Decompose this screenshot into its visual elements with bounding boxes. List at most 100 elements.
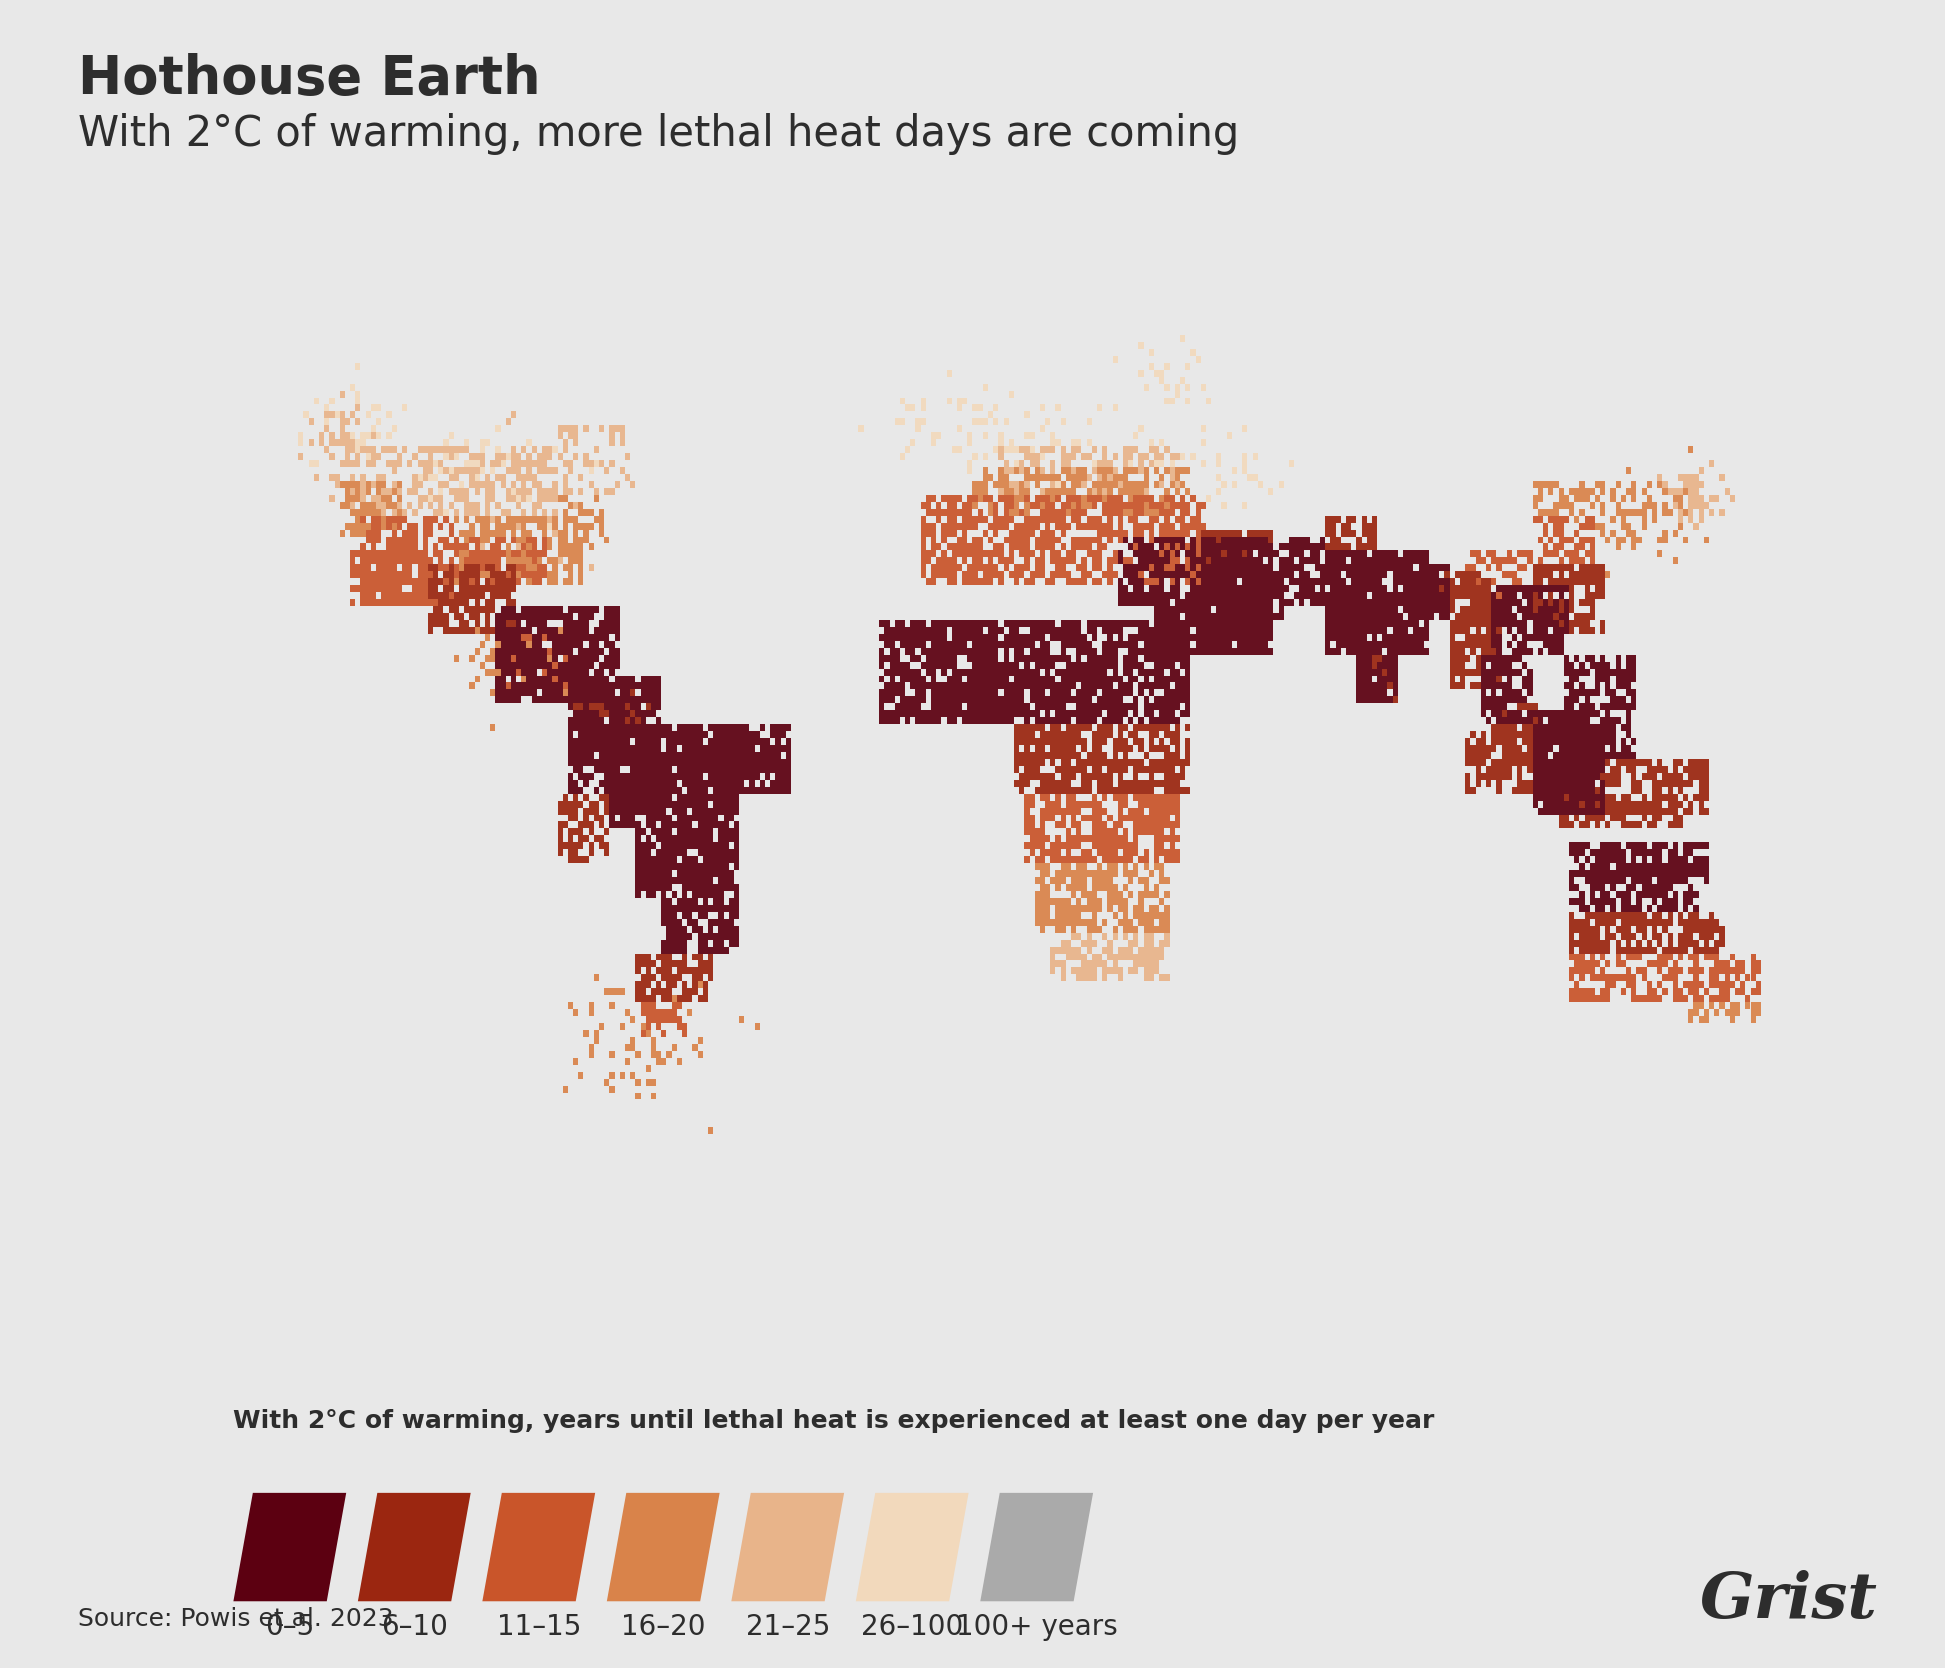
Bar [1212, 537, 1216, 544]
Bar [1542, 766, 1548, 772]
Bar [1414, 647, 1418, 654]
Bar [1533, 599, 1538, 605]
Bar [531, 544, 537, 550]
Bar [1009, 544, 1013, 550]
Bar [1185, 654, 1190, 662]
Bar [344, 445, 350, 454]
Bar [453, 537, 459, 544]
Bar [1149, 746, 1153, 752]
Bar [1025, 502, 1029, 509]
Bar [1118, 904, 1122, 912]
Bar [387, 445, 391, 454]
Bar [1414, 579, 1418, 585]
Bar [1081, 919, 1087, 926]
Bar [1632, 509, 1636, 515]
Bar [646, 814, 652, 821]
Bar [1091, 564, 1097, 570]
Bar [1221, 579, 1227, 585]
Bar [687, 856, 692, 862]
Bar [1642, 509, 1647, 515]
Bar [1103, 946, 1107, 954]
Bar [1579, 495, 1585, 502]
Bar [1025, 807, 1029, 814]
Text: Source: Powis et al. 2023: Source: Powis et al. 2023 [78, 1608, 393, 1631]
Bar [1486, 676, 1492, 682]
Bar [1558, 779, 1564, 787]
Bar [1019, 550, 1025, 557]
Bar [1091, 836, 1097, 842]
Bar [496, 425, 500, 432]
Bar [963, 529, 967, 537]
Bar [403, 509, 407, 515]
Bar [438, 599, 443, 605]
Bar [1041, 474, 1044, 480]
Bar [963, 689, 967, 696]
Bar [1149, 537, 1153, 544]
Bar [1138, 801, 1144, 807]
Bar [387, 564, 391, 570]
Bar [1610, 842, 1616, 849]
Bar [1393, 654, 1398, 662]
Bar [1626, 669, 1632, 676]
Bar [1377, 654, 1383, 662]
Bar [1651, 814, 1657, 821]
Bar [1605, 932, 1610, 939]
Bar [698, 787, 702, 794]
Bar [745, 752, 749, 759]
Bar [1362, 579, 1367, 585]
Bar [1511, 592, 1517, 599]
Bar [1181, 662, 1185, 669]
Bar [889, 627, 895, 634]
Bar [667, 897, 671, 904]
Bar [1181, 689, 1185, 696]
Bar [910, 696, 916, 704]
Bar [340, 502, 344, 509]
Bar [1097, 801, 1103, 807]
Bar [1175, 627, 1181, 634]
Bar [1367, 627, 1371, 634]
Bar [941, 669, 947, 676]
Bar [1081, 509, 1087, 515]
Bar [1511, 654, 1517, 662]
Bar [1533, 779, 1538, 787]
Bar [1097, 495, 1103, 502]
Bar [609, 612, 615, 620]
Bar [718, 932, 724, 939]
Bar [1679, 759, 1682, 766]
Bar [739, 1016, 745, 1022]
Bar [1610, 981, 1616, 987]
Bar [584, 724, 589, 731]
Bar [475, 579, 480, 585]
Bar [1004, 689, 1009, 696]
Bar [1352, 550, 1356, 557]
Bar [568, 647, 574, 654]
Bar [1461, 654, 1465, 662]
Bar [605, 654, 609, 662]
Bar [687, 766, 692, 772]
Bar [1169, 480, 1175, 487]
Bar [1149, 821, 1153, 829]
Bar [677, 759, 683, 766]
Bar [957, 425, 963, 432]
Bar [1044, 509, 1050, 515]
Bar [1091, 821, 1097, 829]
Bar [1507, 731, 1511, 737]
Bar [879, 711, 885, 717]
Bar [1138, 912, 1144, 919]
Bar [655, 689, 661, 696]
Bar [1476, 746, 1480, 752]
Bar [718, 877, 724, 884]
Bar [1741, 961, 1745, 967]
Bar [593, 717, 599, 724]
Bar [1159, 605, 1165, 612]
Bar [1035, 772, 1041, 779]
Bar [1159, 495, 1165, 502]
Bar [1719, 961, 1725, 967]
Bar [1673, 946, 1679, 954]
Bar [412, 557, 418, 564]
Bar [1548, 779, 1554, 787]
Bar [1502, 696, 1507, 704]
Bar [552, 696, 558, 704]
Bar [1081, 801, 1087, 807]
Bar [366, 502, 371, 509]
